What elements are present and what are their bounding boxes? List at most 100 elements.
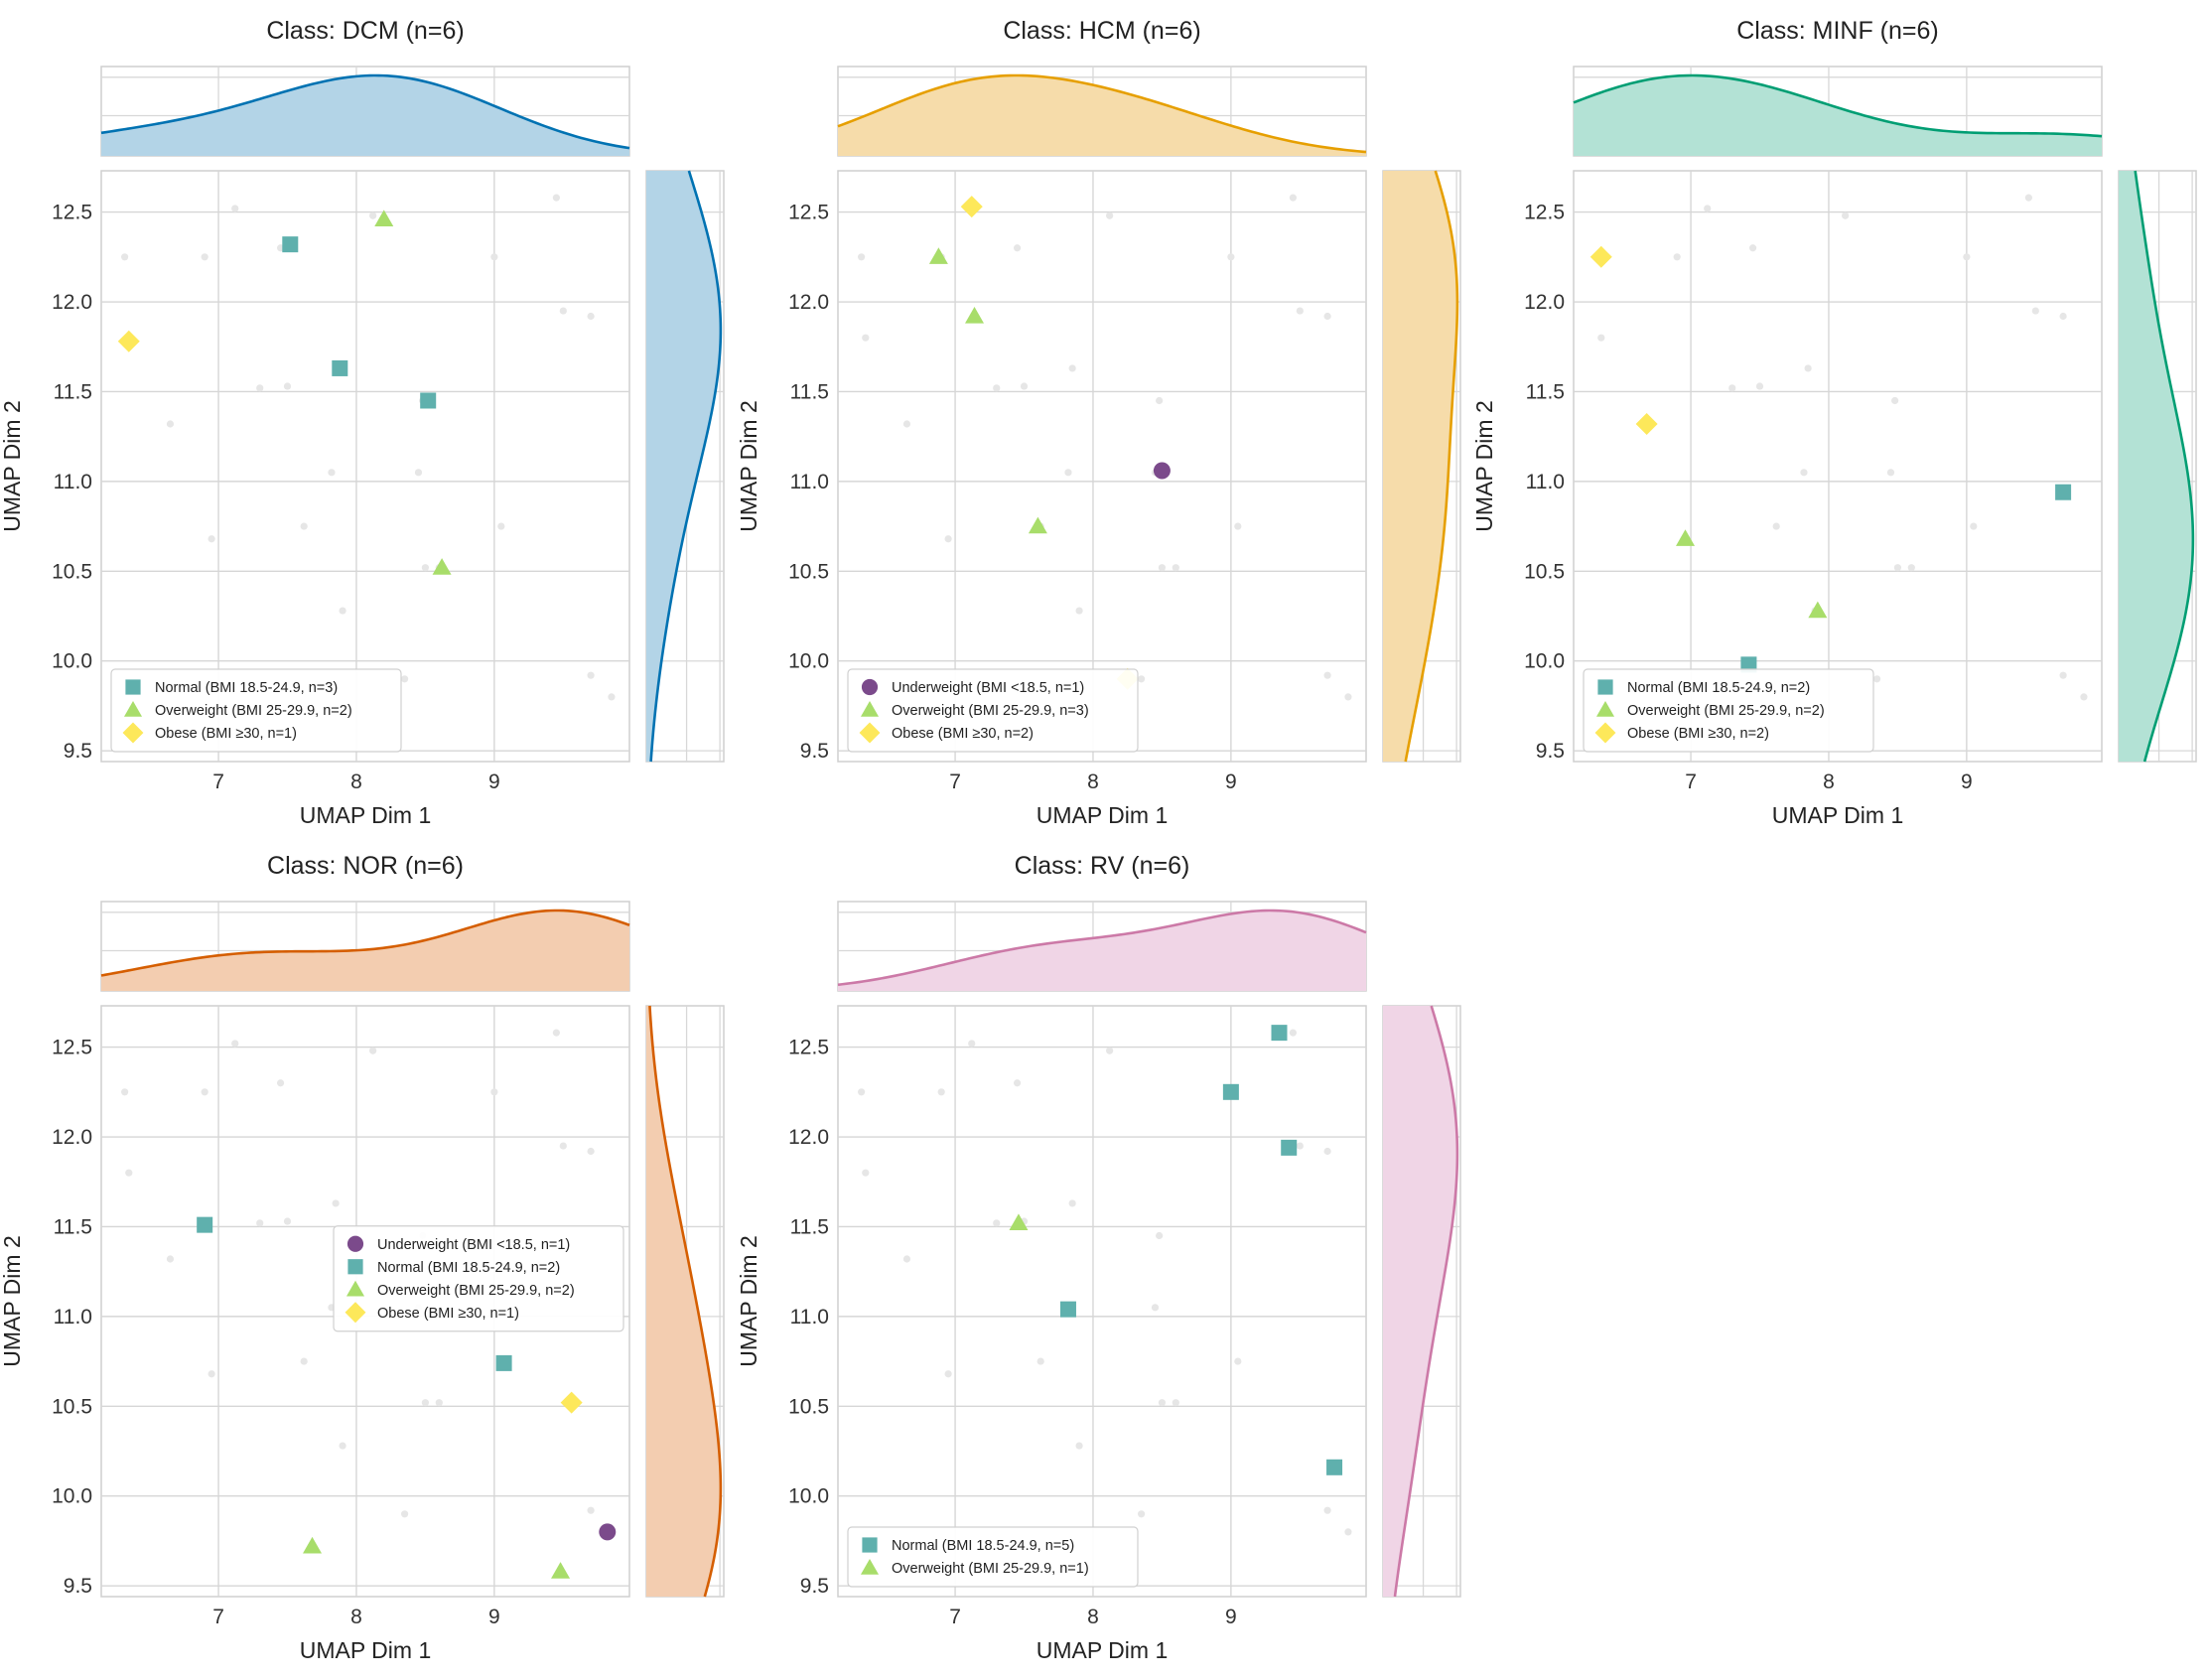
main-axes: 7 8 9 9.5 10.0 10.5 11.0 11.5 12.0 12.5 UMAP Dim 1… bbox=[0, 1005, 630, 1663]
data-point-normal bbox=[1222, 1083, 1239, 1100]
background-point bbox=[1234, 1357, 1242, 1365]
top-kde-line bbox=[100, 73, 630, 150]
background-point bbox=[1963, 253, 1971, 261]
right-kde-line bbox=[648, 1005, 723, 1598]
data-point-obese bbox=[560, 1391, 583, 1414]
background-point bbox=[497, 522, 505, 530]
background-point bbox=[1289, 194, 1297, 202]
y-tick-label: 9.5 bbox=[64, 740, 92, 763]
background-point bbox=[256, 1219, 264, 1227]
data-point-overweight bbox=[1808, 601, 1828, 619]
background-point bbox=[328, 469, 336, 477]
background-point bbox=[862, 1169, 870, 1177]
background-point bbox=[1137, 675, 1146, 683]
background-point bbox=[1970, 522, 1978, 530]
data-point-normal bbox=[1281, 1139, 1298, 1156]
x-tick-label: 8 bbox=[1087, 1606, 1099, 1628]
background-point bbox=[1323, 671, 1331, 679]
background-point bbox=[1886, 469, 1895, 477]
background-point bbox=[2080, 693, 2088, 701]
x-axis-label: UMAP Dim 1 bbox=[1772, 802, 1904, 828]
background-point bbox=[490, 1088, 498, 1096]
data-point-normal bbox=[197, 1216, 213, 1233]
legend-marker-overweight bbox=[860, 1558, 880, 1575]
background-point bbox=[1673, 253, 1681, 261]
y-axis-label: UMAP Dim 2 bbox=[736, 1235, 761, 1367]
top-kde-area bbox=[101, 75, 629, 156]
background-point bbox=[300, 522, 308, 530]
y-tick-label: 12.5 bbox=[788, 1037, 829, 1059]
x-tick-label: 9 bbox=[1961, 770, 1973, 793]
background-point bbox=[1151, 1304, 1160, 1312]
legend: Normal (BMI 18.5-24.9, n=2) Overweight (B… bbox=[1583, 668, 1874, 753]
legend-entry: Normal (BMI 18.5-24.9, n=2) bbox=[1627, 680, 1810, 696]
main-axes: 7 8 9 9.5 10.0 10.5 11.0 11.5 12.0 12.5 UMAP Dim 1… bbox=[1471, 170, 2103, 828]
legend-entry: Underweight (BMI <18.5, n=1) bbox=[377, 1237, 570, 1253]
x-axis-label: UMAP Dim 1 bbox=[1036, 802, 1169, 828]
y-tick-label: 12.0 bbox=[52, 1126, 92, 1149]
background-point bbox=[552, 1029, 560, 1037]
background-point bbox=[1020, 382, 1029, 390]
x-axis-label: UMAP Dim 1 bbox=[300, 802, 432, 828]
panel-title: Class: HCM (n=6) bbox=[1003, 17, 1200, 45]
data-point-underweight bbox=[1153, 462, 1171, 480]
data-point-overweight bbox=[551, 1562, 571, 1579]
background-point bbox=[1075, 1442, 1083, 1450]
legend-entry: Obese (BMI ≥30, n=2) bbox=[892, 726, 1034, 742]
y-tick-label: 12.0 bbox=[1524, 291, 1565, 314]
legend-entry: Obese (BMI ≥30, n=1) bbox=[377, 1306, 519, 1322]
panel-title: Class: NOR (n=6) bbox=[267, 852, 464, 880]
legend-entry: Obese (BMI ≥30, n=2) bbox=[1627, 726, 1769, 742]
y-tick-label: 10.0 bbox=[52, 1485, 92, 1508]
background-point bbox=[121, 253, 129, 261]
top-kde-area bbox=[838, 75, 1366, 156]
y-axis-label: UMAP Dim 2 bbox=[1471, 400, 1497, 532]
legend: Normal (BMI 18.5-24.9, n=5) Overweight (B… bbox=[847, 1526, 1139, 1588]
main-axes: 7 8 9 9.5 10.0 10.5 11.0 11.5 12.0 12.5 UMAP Dim 1… bbox=[736, 170, 1367, 828]
background-point bbox=[400, 675, 409, 683]
background-point bbox=[1296, 307, 1304, 315]
top-kde-line bbox=[1573, 73, 2103, 138]
right-marginal bbox=[645, 1005, 725, 1598]
background-point bbox=[1158, 564, 1167, 572]
y-tick-label: 11.0 bbox=[790, 1306, 829, 1329]
y-tick-label: 11.0 bbox=[790, 471, 829, 493]
y-tick-label: 9.5 bbox=[1536, 740, 1565, 763]
background-point bbox=[125, 1169, 133, 1177]
background-point bbox=[1289, 1029, 1297, 1037]
data-point-normal bbox=[1059, 1301, 1076, 1318]
legend-entry: Normal (BMI 18.5-24.9, n=3) bbox=[155, 680, 338, 696]
background-point bbox=[587, 671, 595, 679]
background-point bbox=[414, 469, 423, 477]
background-point bbox=[1323, 312, 1331, 321]
background-point bbox=[1075, 607, 1083, 615]
background-point bbox=[1323, 1147, 1331, 1156]
background-point bbox=[1804, 364, 1812, 372]
background-point bbox=[207, 1370, 215, 1378]
background-point bbox=[902, 1255, 911, 1263]
legend: Underweight (BMI <18.5, n=1) Overweight (… bbox=[847, 668, 1139, 753]
right-kde-area bbox=[1383, 171, 1457, 762]
panel-2: Class: HCM (n=6) 7 8 9 9.5 10.0 10.5 11.0 11.5 12… bbox=[736, 17, 1461, 828]
y-tick-label: 9.5 bbox=[64, 1575, 92, 1598]
data-point-overweight bbox=[432, 558, 452, 575]
right-kde-area bbox=[1383, 1006, 1457, 1597]
main-axes: 7 8 9 9.5 10.0 10.5 11.0 11.5 12.0 12.5 UMAP Dim 1… bbox=[736, 1005, 1367, 1663]
data-point-overweight bbox=[928, 247, 948, 264]
background-point bbox=[201, 253, 208, 261]
background-point bbox=[256, 384, 264, 392]
legend-marker-normal bbox=[862, 1537, 878, 1553]
x-tick-label: 7 bbox=[212, 1606, 224, 1628]
plot-area bbox=[837, 170, 1367, 763]
panel-title: Class: RV (n=6) bbox=[1015, 852, 1190, 880]
background-point bbox=[1842, 211, 1850, 219]
y-tick-label: 10.5 bbox=[788, 560, 829, 583]
background-point bbox=[1156, 396, 1164, 405]
right-kde-area bbox=[646, 171, 721, 762]
background-point bbox=[858, 1088, 866, 1096]
x-tick-label: 7 bbox=[1685, 770, 1697, 793]
right-marginal bbox=[2118, 170, 2197, 763]
x-tick-label: 7 bbox=[949, 1606, 961, 1628]
y-tick-label: 11.5 bbox=[54, 380, 92, 403]
background-point bbox=[902, 420, 911, 428]
